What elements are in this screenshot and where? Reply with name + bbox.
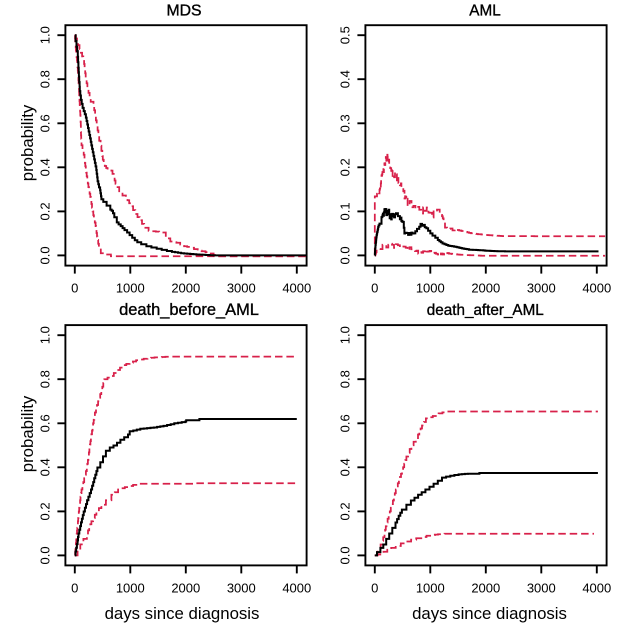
svg-text:1.0: 1.0 [38, 326, 53, 344]
svg-text:0.0: 0.0 [338, 246, 353, 264]
svg-text:3000: 3000 [227, 281, 256, 296]
svg-text:0.3: 0.3 [338, 114, 353, 132]
svg-text:0.0: 0.0 [38, 246, 53, 264]
svg-text:probability: probability [18, 104, 37, 181]
svg-text:days since diagnosis: days since diagnosis [105, 604, 260, 623]
svg-text:0.4: 0.4 [38, 458, 53, 476]
svg-text:1000: 1000 [116, 281, 145, 296]
svg-text:3000: 3000 [527, 580, 556, 595]
svg-text:1.0: 1.0 [38, 26, 53, 44]
svg-text:0.0: 0.0 [338, 546, 353, 564]
svg-text:probability: probability [18, 395, 37, 472]
svg-text:0.8: 0.8 [38, 370, 53, 388]
svg-text:0.8: 0.8 [38, 70, 53, 88]
svg-text:0.6: 0.6 [38, 114, 53, 132]
svg-text:0.4: 0.4 [338, 70, 353, 88]
svg-text:AML: AML [469, 2, 500, 19]
svg-text:0.6: 0.6 [38, 414, 53, 432]
svg-text:4000: 4000 [582, 281, 611, 296]
svg-text:0.0: 0.0 [38, 546, 53, 564]
svg-text:0.6: 0.6 [338, 414, 353, 432]
svg-text:0.1: 0.1 [338, 202, 353, 220]
svg-text:4000: 4000 [282, 580, 311, 595]
svg-text:0.5: 0.5 [338, 26, 353, 44]
svg-text:death_after_AML: death_after_AML [427, 302, 544, 319]
svg-text:2000: 2000 [171, 281, 200, 296]
svg-text:0.2: 0.2 [38, 502, 53, 520]
svg-text:2000: 2000 [471, 281, 500, 296]
svg-text:0.4: 0.4 [338, 458, 353, 476]
svg-text:2000: 2000 [171, 580, 200, 595]
svg-text:0: 0 [371, 281, 378, 296]
svg-text:0.2: 0.2 [38, 202, 53, 220]
svg-text:4000: 4000 [582, 580, 611, 595]
svg-text:days since diagnosis: days since diagnosis [412, 604, 567, 623]
svg-text:3000: 3000 [227, 580, 256, 595]
svg-text:4000: 4000 [282, 281, 311, 296]
svg-text:1.0: 1.0 [338, 326, 353, 344]
svg-text:1000: 1000 [416, 281, 445, 296]
svg-text:1000: 1000 [416, 580, 445, 595]
svg-text:1000: 1000 [116, 580, 145, 595]
svg-text:0: 0 [71, 580, 78, 595]
svg-text:MDS: MDS [166, 2, 201, 19]
svg-text:0.4: 0.4 [38, 158, 53, 176]
svg-text:2000: 2000 [471, 580, 500, 595]
svg-text:0.2: 0.2 [338, 158, 353, 176]
svg-text:0.8: 0.8 [338, 370, 353, 388]
svg-text:0.2: 0.2 [338, 502, 353, 520]
svg-text:3000: 3000 [527, 281, 556, 296]
svg-text:0: 0 [71, 281, 78, 296]
svg-text:death_before_AML: death_before_AML [119, 301, 259, 319]
svg-text:0: 0 [371, 580, 378, 595]
